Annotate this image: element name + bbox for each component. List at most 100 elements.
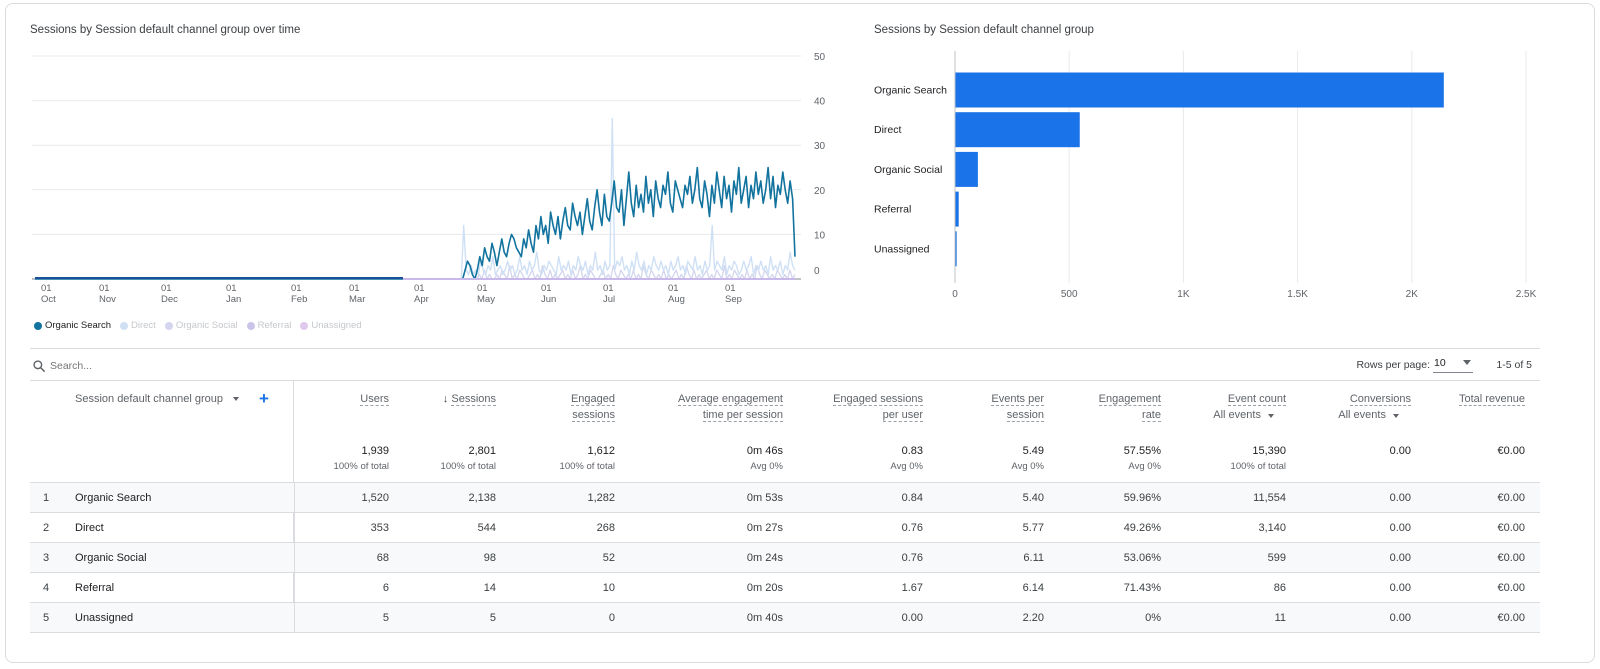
y-tick-label: 10 bbox=[814, 230, 826, 241]
table-cell: 6.14 bbox=[1022, 582, 1044, 594]
table-cell: 5 bbox=[382, 612, 389, 624]
column-header[interactable]: Total revenue bbox=[1415, 391, 1525, 407]
search-input[interactable] bbox=[50, 357, 350, 375]
column-header-text: Average engagement bbox=[678, 393, 783, 406]
table-cell: 0.00 bbox=[1389, 492, 1411, 504]
legend-item-organic-social[interactable]: Organic Social bbox=[164, 320, 238, 331]
table-cell: 5.40 bbox=[1022, 492, 1044, 504]
column-header-label: Users bbox=[299, 391, 389, 407]
column-header-label: Engagement bbox=[1061, 391, 1161, 407]
sort-descending-icon: ↓ bbox=[442, 393, 452, 405]
column-header[interactable]: Engagement rate bbox=[1061, 391, 1161, 423]
y-tick-label: 20 bbox=[814, 186, 826, 197]
table-row[interactable]: 1 Organic Search 1,520 2,138 1,282 0m 53s 0.84… bbox=[30, 482, 1540, 513]
legend-item-direct[interactable]: Direct bbox=[120, 320, 156, 331]
column-header-label: sessions bbox=[515, 407, 615, 423]
column-header[interactable]: Users bbox=[299, 391, 389, 407]
row-index: 5 bbox=[43, 612, 50, 624]
chevron-down-icon bbox=[1268, 414, 1274, 418]
x-tick-day: 01 bbox=[349, 283, 360, 294]
legend-label: Organic Search bbox=[45, 320, 112, 331]
table-toolbar: Rows per page: 10 1-5 of 5 bbox=[30, 355, 1540, 377]
x-tick-month: Feb bbox=[291, 294, 307, 305]
x-tick-day: 01 bbox=[99, 283, 110, 294]
x-tick-day: 01 bbox=[725, 283, 736, 294]
x-tick-month: Nov bbox=[99, 294, 116, 305]
row-dimension[interactable]: Direct bbox=[75, 522, 104, 534]
section-divider bbox=[30, 348, 1540, 349]
legend-label: Referral bbox=[257, 320, 292, 331]
metric-filter-dropdown[interactable]: All events bbox=[1166, 407, 1286, 423]
column-header[interactable]: Event count All events bbox=[1166, 391, 1286, 423]
total-cell: 0.00 bbox=[1301, 443, 1411, 459]
column-header[interactable]: Events per session bbox=[944, 391, 1044, 423]
column-header[interactable]: Conversions All events bbox=[1301, 391, 1411, 423]
total-cell: 57.55% Avg 0% bbox=[1061, 443, 1161, 475]
line-chart-title: Sessions by Session default channel grou… bbox=[30, 24, 301, 36]
legend-item-organic-search[interactable]: Organic Search bbox=[34, 320, 111, 331]
bar-chart-title: Sessions by Session default channel grou… bbox=[874, 24, 1094, 36]
row-dimension[interactable]: Unassigned bbox=[75, 612, 134, 624]
legend-label: Unassigned bbox=[311, 320, 362, 331]
column-separator bbox=[294, 603, 295, 633]
x-tick-month: Mar bbox=[349, 294, 365, 305]
column-header-text: Total revenue bbox=[1458, 393, 1525, 406]
table-row[interactable]: 3 Organic Social 68 98 52 0m 24s 0.76 6.11 53.06… bbox=[30, 542, 1540, 573]
add-dimension-button[interactable]: + bbox=[259, 389, 269, 408]
table-cell: 0% bbox=[1145, 612, 1161, 624]
y-tick-label: 40 bbox=[814, 97, 826, 108]
total-cell: 2,801 100% of total bbox=[396, 443, 496, 475]
total-subtext: 100% of total bbox=[1230, 461, 1286, 472]
total-subtext: 100% of total bbox=[333, 461, 389, 472]
column-header[interactable]: Average engagement time per session bbox=[623, 391, 783, 423]
metric-filter-dropdown[interactable]: All events bbox=[1301, 407, 1411, 423]
dimension-header[interactable]: Session default channel group + bbox=[75, 389, 269, 408]
column-header[interactable]: ↓ Sessions bbox=[396, 391, 496, 407]
column-header-text: Engaged sessions bbox=[833, 393, 923, 406]
column-header[interactable]: Engaged sessions bbox=[515, 391, 615, 423]
table-row[interactable]: 4 Referral 6 14 10 0m 20s 1.67 6.14 71.43% 86 0.00… bbox=[30, 572, 1540, 603]
column-header-text: sessions bbox=[572, 409, 615, 422]
row-dimension[interactable]: Referral bbox=[75, 582, 115, 594]
rows-per-page-label: Rows per page: bbox=[1356, 359, 1430, 371]
column-header-text: time per session bbox=[702, 409, 783, 422]
table-cell: 5.77 bbox=[1022, 522, 1044, 534]
column-header[interactable]: Engaged sessions per user bbox=[793, 391, 923, 423]
total-cell: 15,390 100% of total bbox=[1166, 443, 1286, 475]
table-cell: 544 bbox=[477, 522, 496, 534]
table-cell: 268 bbox=[596, 522, 615, 534]
table-cell: 5 bbox=[489, 612, 496, 624]
row-index: 2 bbox=[43, 522, 50, 534]
row-dimension[interactable]: Organic Search bbox=[75, 492, 152, 504]
table-cell: €0.00 bbox=[1497, 522, 1525, 534]
total-subtext: Avg 0% bbox=[1128, 461, 1161, 472]
total-cell: 5.49 Avg 0% bbox=[944, 443, 1044, 475]
total-value: 1,612 bbox=[587, 445, 615, 457]
legend-item-unassigned[interactable]: Unassigned bbox=[300, 320, 362, 331]
table-cell: 49.26% bbox=[1123, 522, 1161, 534]
table-row[interactable]: 2 Direct 353 544 268 0m 27s 0.76 5.77 49.26% 3,14… bbox=[30, 512, 1540, 543]
x-tick-month: Apr bbox=[414, 294, 429, 305]
column-separator bbox=[294, 483, 295, 513]
column-header-text: rate bbox=[1142, 409, 1161, 422]
legend-dot bbox=[300, 321, 309, 330]
table-cell: 86 bbox=[1273, 582, 1286, 594]
table-row[interactable]: 5 Unassigned 5 5 0 0m 40s 0.00 2.20 0% 11 0.00 €0.0… bbox=[30, 602, 1540, 633]
column-separator bbox=[294, 543, 295, 573]
table-cell: 0m 53s bbox=[746, 492, 783, 504]
total-cell: 0m 46s Avg 0% bbox=[623, 443, 783, 475]
total-subtext: 100% of total bbox=[440, 461, 496, 472]
rows-per-page-select[interactable]: 10 bbox=[1433, 355, 1473, 373]
table-cell: 10 bbox=[602, 582, 615, 594]
column-header-label: Event count bbox=[1166, 391, 1286, 407]
table-cell: 1,520 bbox=[361, 492, 389, 504]
column-header-label: Average engagement bbox=[623, 391, 783, 407]
legend-item-referral[interactable]: Referral bbox=[246, 320, 292, 331]
x-tick-month: Jul bbox=[603, 294, 615, 305]
y-tick-label: 30 bbox=[814, 141, 826, 152]
table-cell: 0.00 bbox=[901, 612, 923, 624]
table-cell: 1.67 bbox=[901, 582, 923, 594]
column-header-text: Sessions bbox=[451, 393, 496, 406]
row-dimension[interactable]: Organic Social bbox=[75, 552, 147, 564]
